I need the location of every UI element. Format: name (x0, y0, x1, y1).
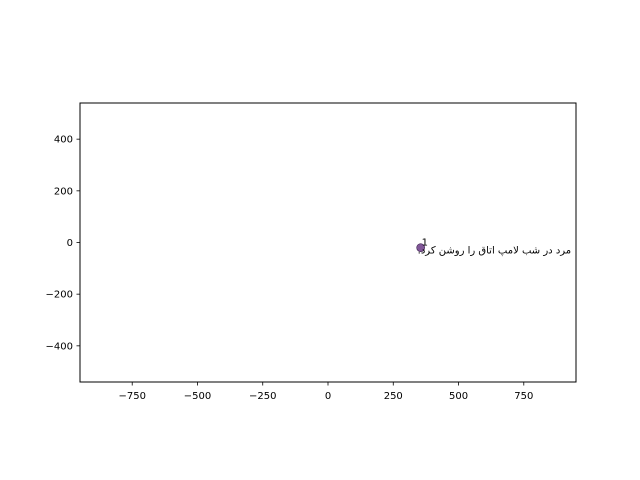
y-tick-label: −200 (46, 290, 73, 301)
point-number-label: 1 (422, 238, 428, 249)
x-tick-label: −750 (118, 391, 145, 402)
x-tick-label: −500 (184, 391, 211, 402)
x-tick-label: 250 (384, 391, 403, 402)
y-tick-label: −400 (46, 341, 73, 352)
x-tick-label: 750 (514, 391, 533, 402)
x-tick-label: 0 (325, 391, 331, 402)
y-tick-label: 0 (67, 238, 73, 249)
x-tick-label: 500 (449, 391, 468, 402)
point-text-label: مرد در شب لامپ اتاق را روشن کرد. (418, 246, 571, 257)
data-point (416, 243, 425, 252)
y-tick-label: 200 (54, 186, 73, 197)
y-axis: −400 −200 0 200 400 (46, 135, 80, 352)
x-axis: −750 −500 −250 0 250 500 750 (118, 382, 533, 402)
x-tick-label: −250 (249, 391, 276, 402)
y-tick-label: 400 (54, 135, 73, 146)
plot-area (79, 102, 577, 383)
